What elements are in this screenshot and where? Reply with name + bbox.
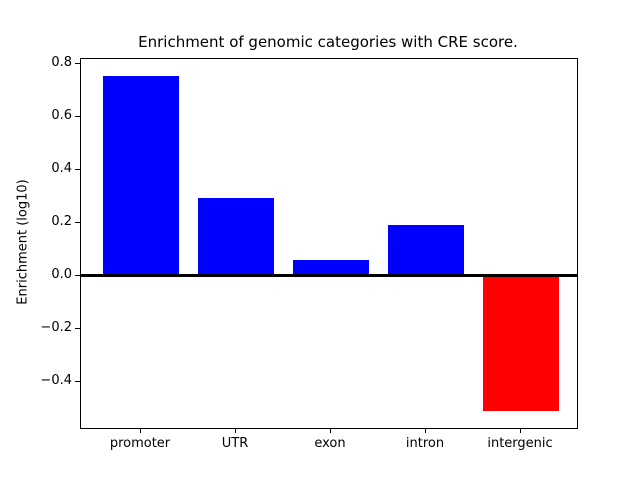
bar-UTR <box>198 197 274 276</box>
x-tick-label-intergenic: intergenic <box>487 436 553 451</box>
x-tick-mark <box>330 428 331 433</box>
bar-exon <box>293 259 369 276</box>
x-tick-label-UTR: UTR <box>221 436 249 451</box>
chart-title: Enrichment of genomic categories with CR… <box>138 33 518 51</box>
bar-intron <box>388 225 464 276</box>
y-tick-label: −0.2 <box>40 320 72 336</box>
x-tick-label-exon: exon <box>314 436 346 451</box>
y-tick-mark <box>75 327 80 329</box>
y-axis-label: Enrichment (log10) <box>15 179 31 305</box>
zero-line <box>81 274 577 278</box>
y-tick-mark <box>75 274 80 276</box>
x-tick-label-promoter: promoter <box>109 436 171 451</box>
x-tick-mark <box>520 428 521 433</box>
y-tick-mark <box>75 221 80 223</box>
x-tick-mark <box>235 428 236 433</box>
y-tick-mark <box>75 62 80 64</box>
bar-intergenic <box>483 275 559 412</box>
x-tick-label-intron: intron <box>405 436 445 451</box>
bar-promoter <box>103 75 179 276</box>
y-tick-label: 0.0 <box>51 267 72 283</box>
plot-area <box>80 58 578 429</box>
y-tick-mark <box>75 115 80 117</box>
y-tick-label: 0.2 <box>51 214 72 230</box>
y-tick-label: −0.4 <box>40 373 72 389</box>
y-tick-label: 0.8 <box>51 55 72 71</box>
y-tick-mark <box>75 380 80 382</box>
y-tick-label: 0.4 <box>51 161 72 177</box>
y-tick-mark <box>75 168 80 170</box>
x-tick-mark <box>425 428 426 433</box>
y-tick-label: 0.6 <box>51 108 72 124</box>
x-tick-mark <box>140 428 141 433</box>
